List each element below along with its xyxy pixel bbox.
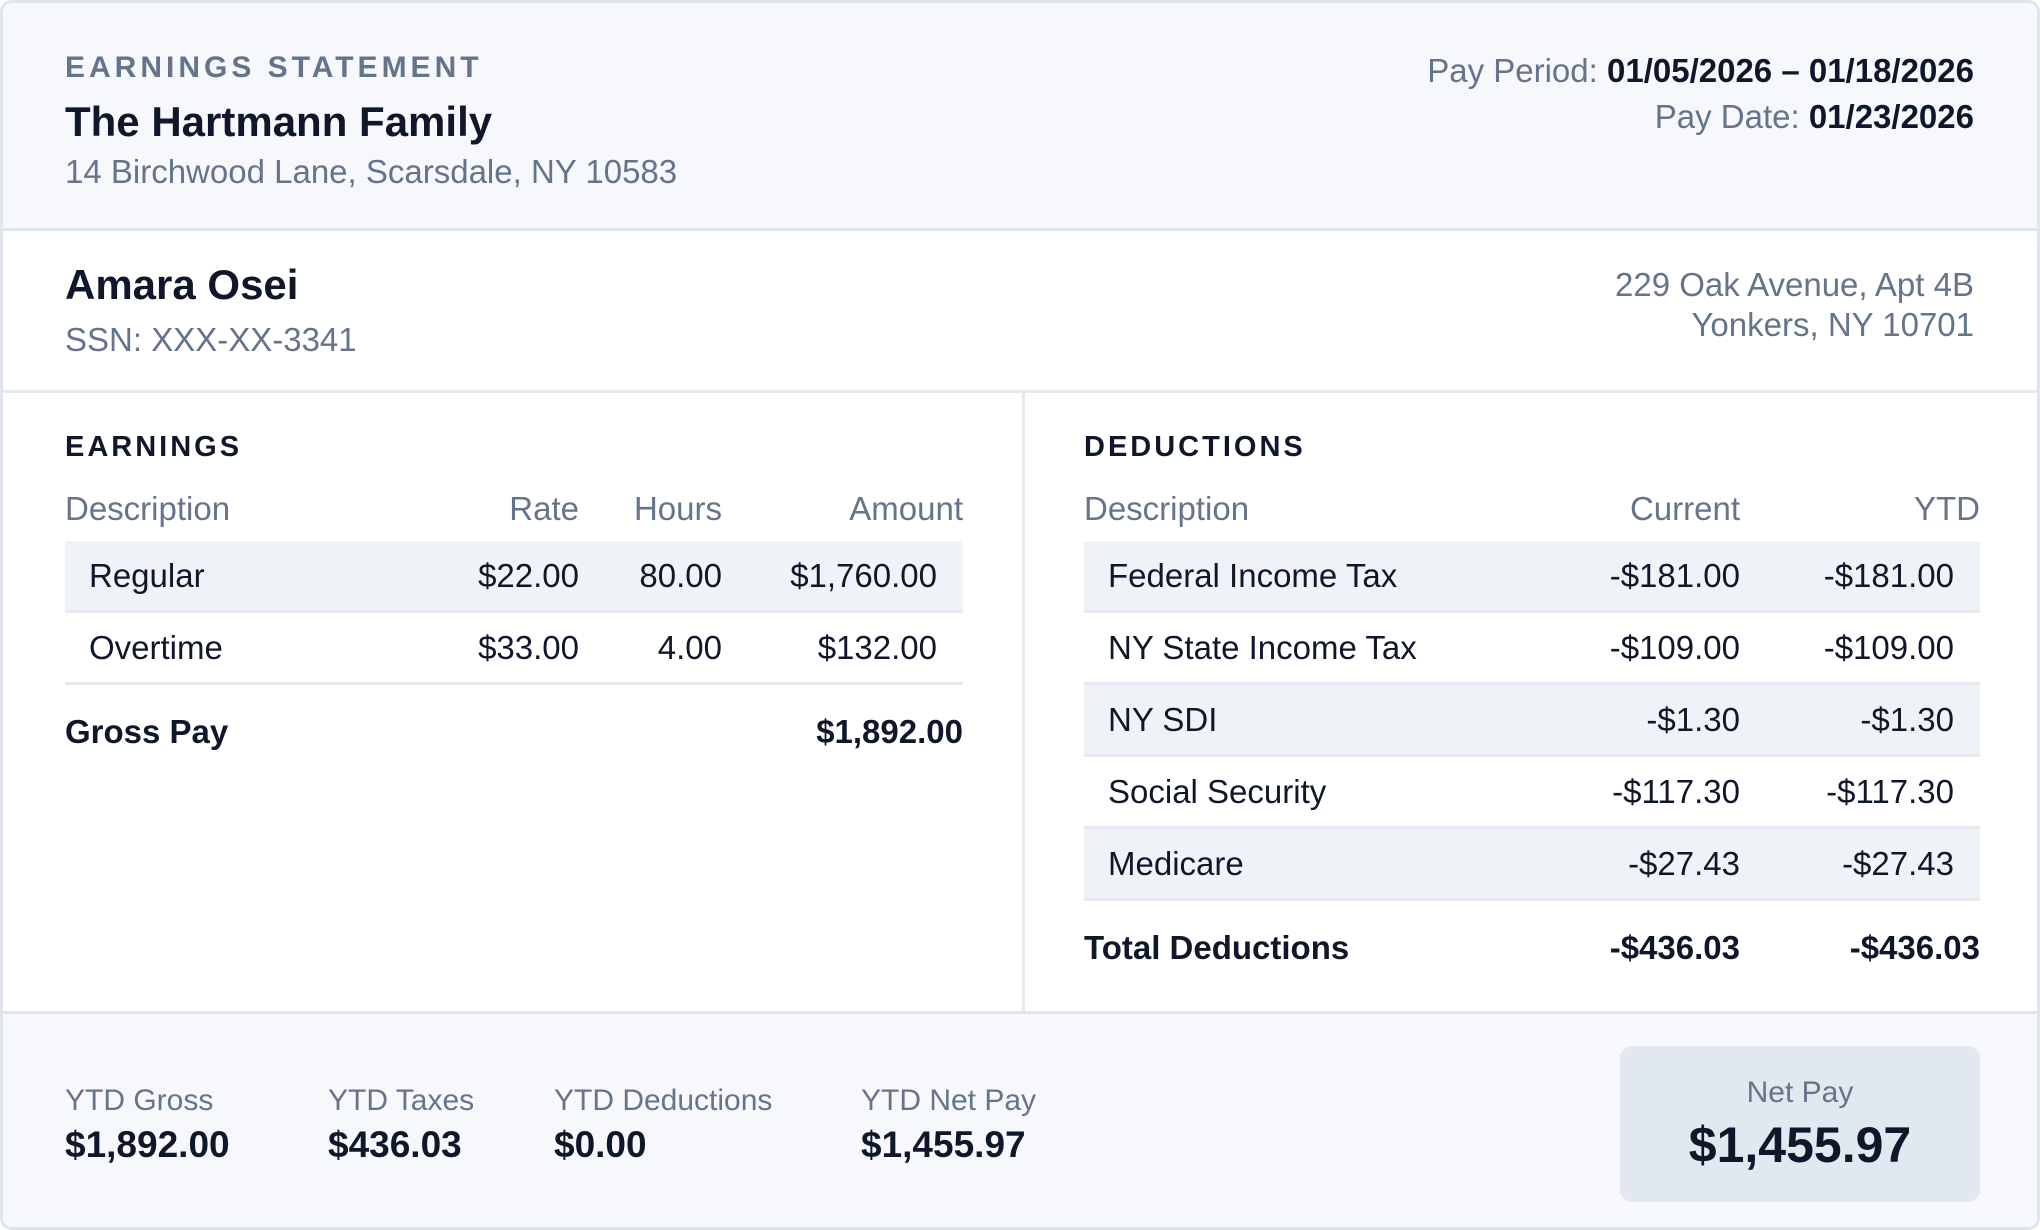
deduction-row: Federal Income Tax -$181.00 -$181.00: [1084, 541, 1980, 613]
deduction-current: -$181.00: [1516, 541, 1740, 613]
employee-address-line2: Yonkers, NY 10701: [1691, 306, 1974, 343]
ytd-gross-value: $1,892.00: [65, 1124, 230, 1165]
earnings-hours: 80.00: [579, 541, 722, 613]
employee-address: 229 Oak Avenue, Apt 4B Yonkers, NY 10701: [1615, 265, 1974, 345]
earnings-amount: $132.00: [722, 611, 963, 685]
ytd-gross-block: YTD Gross $1,892.00: [65, 1084, 230, 1166]
deduction-row: Medicare -$27.43 -$27.43: [1084, 827, 1980, 901]
statement-footer: YTD Gross $1,892.00 YTD Taxes $436.03 YT…: [3, 1011, 2037, 1227]
earnings-header-row: Description Rate Hours Amount: [65, 477, 963, 541]
deduction-ytd: -$109.00: [1740, 611, 1980, 685]
ytd-taxes-block: YTD Taxes $436.03: [328, 1084, 474, 1166]
pay-date-value: 01/23/2026: [1808, 98, 1974, 135]
ytd-net-pay-label: YTD Net Pay: [861, 1084, 1037, 1117]
employee-address-line1: 229 Oak Avenue, Apt 4B: [1614, 266, 1974, 303]
pay-period-block: Pay Period: 01/05/2026 – 01/18/2026 Pay …: [1427, 48, 1974, 140]
pay-period-label: Pay Period:: [1427, 52, 1598, 89]
earnings-col-rate: Rate: [509, 490, 579, 527]
deductions-table: Description Current YTD Federal Income T…: [1084, 477, 1980, 995]
earnings-rate: $33.00: [365, 611, 579, 685]
employee-name: Amara Osei: [65, 261, 299, 308]
earnings-row: Overtime $33.00 4.00 $132.00: [65, 611, 963, 685]
earnings-hours: 4.00: [579, 611, 722, 685]
pay-period-value: 01/05/2026 – 01/18/2026: [1606, 52, 1974, 89]
earnings-rate: $22.00: [365, 541, 579, 613]
employer-name: The Hartmann Family: [65, 98, 493, 145]
earnings-row: Regular $22.00 80.00 $1,760.00: [65, 541, 963, 613]
deduction-ytd: -$117.30: [1740, 755, 1980, 829]
deduction-description: Social Security: [1084, 755, 1516, 829]
total-deductions-label: Total Deductions: [1084, 929, 1350, 966]
deductions-col-description: Description: [1084, 490, 1250, 527]
ytd-taxes-value: $436.03: [328, 1124, 462, 1165]
deductions-col-ytd: YTD: [1914, 490, 1980, 527]
ytd-deductions-value: $0.00: [554, 1124, 647, 1165]
deduction-row: NY State Income Tax -$109.00 -$109.00: [1084, 611, 1980, 685]
ytd-net-pay-block: YTD Net Pay $1,455.97: [861, 1084, 1036, 1166]
deduction-description: Federal Income Tax: [1084, 541, 1516, 613]
gross-pay-value: $1,892.00: [816, 713, 963, 750]
earnings-col-hours: Hours: [633, 490, 722, 527]
deduction-current: -$1.30: [1516, 683, 1740, 757]
ytd-deductions-label: YTD Deductions: [554, 1084, 773, 1117]
gross-pay-spacer: [579, 684, 722, 780]
ytd-gross-label: YTD Gross: [65, 1084, 214, 1117]
deduction-ytd: -$1.30: [1740, 683, 1980, 757]
statement-eyebrow: EARNINGS STATEMENT: [65, 51, 483, 84]
pay-period-line: Pay Period: 01/05/2026 – 01/18/2026: [1427, 48, 1974, 94]
deduction-ytd: -$181.00: [1740, 541, 1980, 613]
deductions-col-current: Current: [1629, 490, 1740, 527]
pay-date-label: Pay Date:: [1654, 98, 1800, 135]
deduction-description: NY SDI: [1084, 683, 1516, 757]
deduction-ytd: -$27.43: [1740, 827, 1980, 901]
earnings-col-amount: Amount: [849, 490, 963, 527]
pay-date-line: Pay Date: 01/23/2026: [1427, 94, 1974, 140]
section-divider: [1022, 393, 1025, 1011]
employee-ssn: SSN: XXX-XX-3341: [65, 321, 357, 358]
deductions-header-row: Description Current YTD: [1084, 477, 1980, 541]
employer-address: 14 Birchwood Lane, Scarsdale, NY 10583: [65, 153, 678, 190]
statement-header: EARNINGS STATEMENT The Hartmann Family 1…: [3, 3, 2037, 231]
deduction-current: -$109.00: [1516, 611, 1740, 685]
net-pay-label: Net Pay: [1746, 1076, 1854, 1109]
earnings-description: Regular: [65, 541, 365, 613]
ytd-deductions-block: YTD Deductions $0.00: [554, 1084, 772, 1166]
gross-pay-spacer: [365, 684, 579, 780]
net-pay-value: $1,455.97: [1688, 1117, 1912, 1173]
gross-pay-row: Gross Pay $1,892.00: [65, 684, 963, 780]
earnings-col-description: Description: [65, 490, 231, 527]
deduction-description: Medicare: [1084, 827, 1516, 901]
total-deductions-row: Total Deductions -$436.03 -$436.03: [1084, 900, 1980, 996]
deduction-row: NY SDI -$1.30 -$1.30: [1084, 683, 1980, 757]
deduction-row: Social Security -$117.30 -$117.30: [1084, 755, 1980, 829]
deduction-current: -$27.43: [1516, 827, 1740, 901]
deduction-current: -$117.30: [1516, 755, 1740, 829]
total-deductions-current: -$436.03: [1609, 929, 1740, 966]
earnings-amount: $1,760.00: [722, 541, 963, 613]
earnings-description: Overtime: [65, 611, 365, 685]
ytd-net-pay-value: $1,455.97: [861, 1124, 1026, 1165]
total-deductions-ytd: -$436.03: [1849, 929, 1980, 966]
earnings-table: Description Rate Hours Amount Regular $2…: [65, 477, 963, 779]
gross-pay-label: Gross Pay: [65, 713, 229, 750]
employee-info: Amara Osei SSN: XXX-XX-3341 229 Oak Aven…: [3, 231, 2037, 393]
deductions-title: DEDUCTIONS: [1084, 431, 1306, 463]
deduction-description: NY State Income Tax: [1084, 611, 1516, 685]
ytd-taxes-label: YTD Taxes: [328, 1084, 475, 1117]
net-pay-box: Net Pay $1,455.97: [1620, 1046, 1980, 1202]
earnings-title: EARNINGS: [65, 431, 243, 463]
